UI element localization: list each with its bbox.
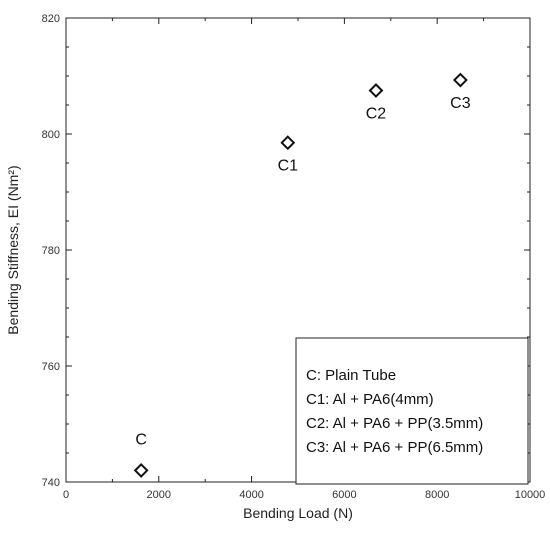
y-tick-label: 780: [42, 245, 60, 257]
x-tick-label: 4000: [239, 489, 263, 501]
legend-entry-c1: C1: Al + PA6(4mm): [306, 391, 434, 408]
x-tick-label: 8000: [425, 489, 449, 501]
point-label-c3: C3: [450, 95, 471, 112]
data-points: C C1 C2 C3: [133, 72, 471, 478]
x-tick-label: 2000: [147, 489, 171, 501]
point-c1: [280, 135, 296, 151]
x-tick-label: 0: [63, 489, 69, 501]
point-label-c1: C1: [278, 158, 299, 175]
legend-entry-c: C: Plain Tube: [306, 367, 396, 384]
y-tick-label: 760: [42, 361, 60, 373]
point-c3: [452, 72, 468, 88]
x-tick-label: 10000: [515, 489, 546, 501]
x-axis-title: Bending Load (N): [243, 505, 353, 521]
y-tick-label: 800: [42, 129, 60, 141]
x-tick-label: 6000: [332, 489, 356, 501]
y-axis-ticks: 740 760 780 800 820: [42, 13, 530, 489]
point-label-c2: C2: [366, 106, 387, 123]
x-axis-ticks: 0 2000 4000 6000 8000 10000: [63, 18, 545, 501]
legend: C: Plain Tube C1: Al + PA6(4mm) C2: Al +…: [295, 337, 529, 485]
legend-entry-c3: C3: Al + PA6 + PP(6.5mm): [306, 439, 483, 456]
y-tick-label: 740: [42, 477, 60, 489]
y-axis-title: Bending Stiffness, EI (Nm²): [5, 165, 21, 334]
point-label-c: C: [135, 431, 147, 448]
point-c2: [368, 83, 384, 98]
legend-box: [295, 337, 529, 485]
point-c: [133, 462, 149, 478]
y-tick-label: 820: [42, 13, 60, 25]
legend-entry-c2: C2: Al + PA6 + PP(3.5mm): [306, 415, 483, 432]
